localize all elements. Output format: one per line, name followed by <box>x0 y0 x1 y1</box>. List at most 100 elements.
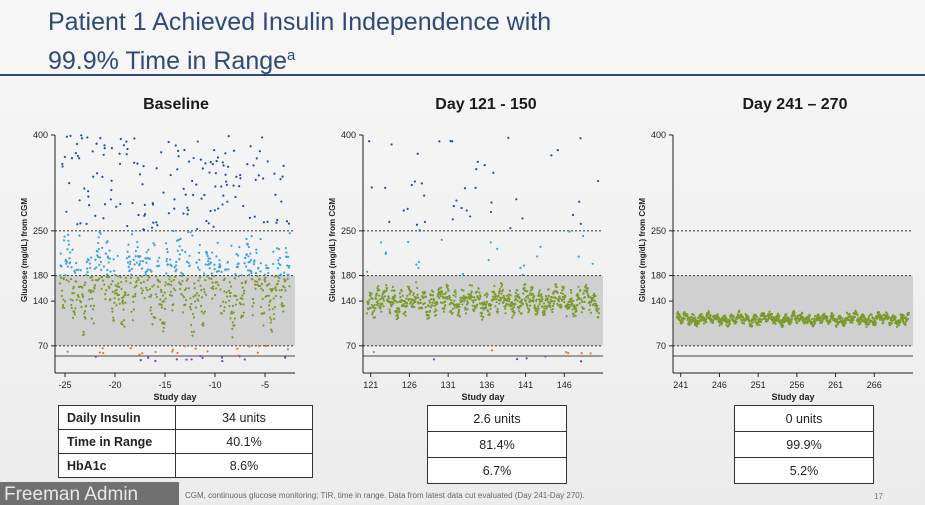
glucose-point <box>269 328 273 331</box>
glucose-point <box>94 258 97 261</box>
glucose-point <box>709 315 712 319</box>
glucose-point <box>118 302 121 305</box>
glucose-point <box>454 289 457 292</box>
glucose-point <box>480 314 483 318</box>
glucose-point <box>92 322 95 325</box>
glucose-point <box>220 356 224 359</box>
glucose-point <box>499 298 502 301</box>
glucose-point <box>512 314 515 317</box>
glucose-point <box>368 140 371 143</box>
glucose-point <box>163 321 166 324</box>
glucose-point <box>393 289 396 292</box>
glucose-point <box>470 290 473 293</box>
glucose-point <box>197 279 200 282</box>
y-tick-label: 250 <box>341 226 356 236</box>
glucose-point <box>143 296 146 300</box>
glucose-point <box>58 282 62 285</box>
glucose-point <box>79 222 82 225</box>
glucose-point <box>744 313 747 316</box>
glucose-point <box>496 310 500 313</box>
glucose-point <box>227 135 230 138</box>
glucose-point <box>468 284 471 287</box>
glucose-point <box>266 160 269 163</box>
glucose-point <box>513 311 516 314</box>
glucose-point <box>427 314 430 317</box>
glucose-point <box>125 257 129 260</box>
glucose-point <box>143 203 146 207</box>
glucose-point <box>102 153 105 156</box>
glucose-point <box>374 307 377 310</box>
glucose-point <box>462 289 465 292</box>
glucose-point <box>465 303 469 306</box>
glucose-point <box>154 293 157 296</box>
glucose-point <box>281 175 284 178</box>
glucose-point <box>184 193 187 196</box>
glucose-point <box>110 188 113 192</box>
glucose-point <box>382 299 386 302</box>
glucose-point <box>525 357 528 360</box>
glucose-point <box>241 294 244 297</box>
glucose-point <box>70 157 74 160</box>
glucose-point <box>518 297 521 300</box>
glucose-point <box>112 319 116 322</box>
glucose-point <box>100 275 104 278</box>
glucose-point <box>433 304 437 307</box>
glucose-point <box>509 226 512 230</box>
glucose-point <box>461 272 464 276</box>
glucose-point <box>894 316 897 319</box>
glucose-point <box>516 299 519 302</box>
glucose-point <box>62 298 65 301</box>
glucose-point <box>193 300 197 303</box>
glucose-point <box>180 274 183 277</box>
glucose-point <box>570 302 574 305</box>
glucose-point <box>95 172 99 175</box>
glucose-point <box>409 297 412 301</box>
glucose-point <box>406 294 409 297</box>
glucose-point <box>403 299 406 303</box>
glucose-point <box>475 305 478 308</box>
glucose-point <box>455 199 458 202</box>
glucose-point <box>252 297 255 301</box>
glucose-point <box>177 155 180 158</box>
glucose-point <box>183 148 186 152</box>
glucose-point <box>271 330 274 333</box>
x-tick-label: -5 <box>261 380 269 390</box>
glucose-point <box>490 201 493 204</box>
glucose-point <box>125 153 128 156</box>
glucose-point <box>218 259 221 262</box>
glucose-point <box>69 251 72 254</box>
glucose-point <box>406 302 409 305</box>
glucose-point <box>372 305 375 309</box>
glucose-point <box>137 213 140 217</box>
glucose-point <box>191 334 194 337</box>
glucose-point <box>282 304 285 307</box>
glucose-point <box>193 287 196 290</box>
glucose-point <box>204 263 207 266</box>
glucose-point <box>789 323 792 326</box>
glucose-point <box>176 351 179 355</box>
glucose-point <box>582 292 585 295</box>
glucose-point <box>468 215 472 218</box>
glucose-point <box>93 284 97 287</box>
glucose-point <box>396 301 399 304</box>
glucose-point <box>368 298 371 302</box>
glucose-point <box>244 256 247 260</box>
glucose-point <box>238 185 241 188</box>
glucose-point <box>215 287 218 290</box>
glucose-point <box>810 318 813 321</box>
glucose-point <box>396 314 399 318</box>
glucose-point <box>552 292 555 295</box>
glucose-point <box>497 299 500 302</box>
glucose-point <box>398 310 401 313</box>
glucose-point <box>406 207 409 211</box>
glucose-point <box>98 263 101 267</box>
glucose-point <box>193 330 196 333</box>
glucose-point <box>63 306 66 310</box>
glucose-point <box>592 302 596 305</box>
glucose-point <box>208 267 211 270</box>
glucose-point <box>793 311 796 314</box>
glucose-point <box>381 302 384 305</box>
glucose-point <box>826 315 829 318</box>
table-row: Daily Insulin 34 units <box>58 405 313 430</box>
glucose-point <box>233 277 237 280</box>
